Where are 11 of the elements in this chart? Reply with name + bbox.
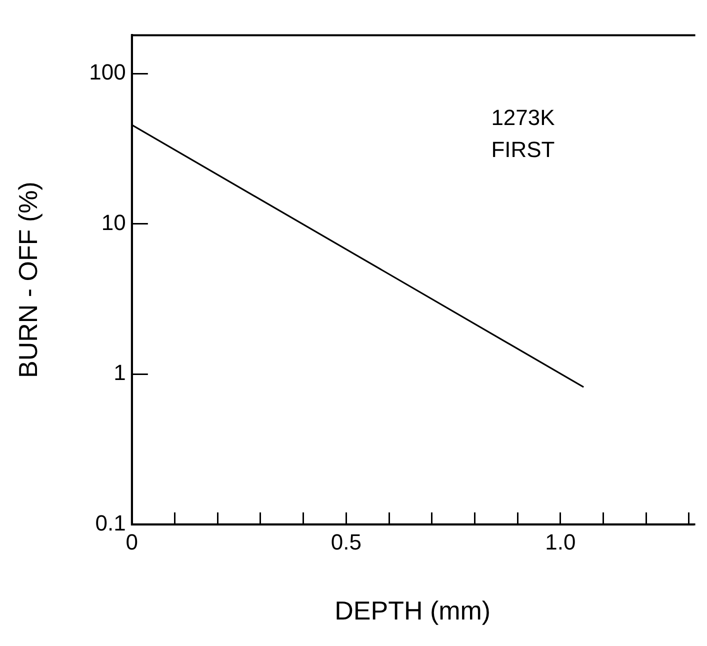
x-tick-label: 0 (126, 530, 138, 555)
annotation: 1273K (491, 105, 556, 130)
x-axis-title: DEPTH (mm) (334, 596, 491, 626)
y-axis-title: BURN - OFF (%) (12, 182, 43, 378)
y-tick-label: 10 (101, 210, 126, 235)
x-tick-label: 1.0 (545, 530, 576, 555)
y-tick-label: 0.1 (95, 510, 126, 536)
y-tick-label: 1 (114, 360, 126, 386)
x-tick-label: 0.5 (330, 530, 362, 555)
y-tick-label: 100 (89, 60, 126, 85)
annotation: FIRST (491, 137, 555, 162)
